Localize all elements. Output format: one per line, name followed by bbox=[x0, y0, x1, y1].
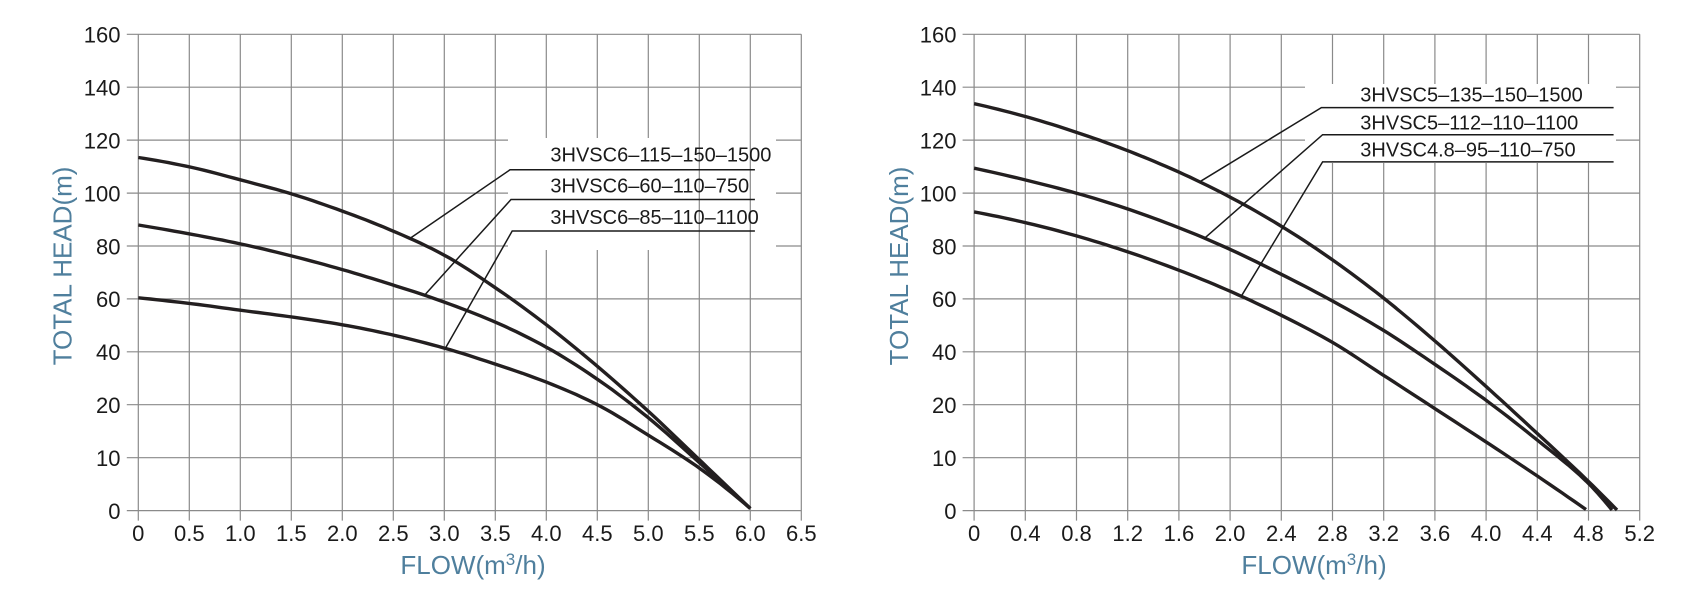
svg-text:3HVSC5–135–150–1500: 3HVSC5–135–150–1500 bbox=[1360, 85, 1582, 107]
svg-text:5.0: 5.0 bbox=[633, 521, 664, 546]
svg-text:10: 10 bbox=[932, 446, 956, 471]
svg-text:4.4: 4.4 bbox=[1522, 521, 1553, 546]
svg-text:2.0: 2.0 bbox=[1215, 521, 1246, 546]
svg-text:3.6: 3.6 bbox=[1420, 521, 1451, 546]
svg-text:0.8: 0.8 bbox=[1061, 521, 1092, 546]
svg-text:2.5: 2.5 bbox=[378, 521, 409, 546]
svg-text:1.0: 1.0 bbox=[225, 521, 256, 546]
svg-text:3HVSC6–60–110–750: 3HVSC6–60–110–750 bbox=[550, 176, 749, 198]
svg-text:40: 40 bbox=[932, 340, 956, 365]
svg-text:5.2: 5.2 bbox=[1624, 521, 1655, 546]
svg-text:120: 120 bbox=[920, 128, 957, 153]
svg-text:20: 20 bbox=[96, 393, 120, 418]
svg-text:1.2: 1.2 bbox=[1112, 521, 1143, 546]
svg-text:TOTAL HEAD(m): TOTAL HEAD(m) bbox=[48, 167, 78, 366]
svg-text:0: 0 bbox=[132, 521, 144, 546]
svg-text:6.5: 6.5 bbox=[786, 521, 817, 546]
svg-text:140: 140 bbox=[920, 76, 957, 101]
svg-text:100: 100 bbox=[920, 181, 957, 206]
svg-text:20: 20 bbox=[932, 393, 956, 418]
svg-text:FLOW(m3/h): FLOW(m3/h) bbox=[1241, 550, 1386, 580]
svg-text:3.2: 3.2 bbox=[1368, 521, 1399, 546]
svg-text:FLOW(m3/h): FLOW(m3/h) bbox=[400, 550, 545, 580]
svg-text:60: 60 bbox=[932, 287, 956, 312]
svg-text:TOTAL HEAD(m): TOTAL HEAD(m) bbox=[884, 167, 914, 366]
svg-text:3HVSC5–112–110–1100: 3HVSC5–112–110–1100 bbox=[1360, 113, 1578, 135]
svg-text:5.5: 5.5 bbox=[684, 521, 715, 546]
svg-text:0: 0 bbox=[968, 521, 980, 546]
svg-text:1.5: 1.5 bbox=[276, 521, 307, 546]
svg-text:3HVSC4.8–95–110–750: 3HVSC4.8–95–110–750 bbox=[1360, 140, 1575, 162]
svg-text:100: 100 bbox=[84, 181, 121, 206]
svg-text:4.0: 4.0 bbox=[1471, 521, 1502, 546]
svg-text:80: 80 bbox=[932, 234, 956, 259]
svg-text:0: 0 bbox=[108, 499, 120, 524]
svg-text:3HVSC6–115–150–1500: 3HVSC6–115–150–1500 bbox=[550, 144, 771, 166]
svg-text:2.8: 2.8 bbox=[1317, 521, 1348, 546]
svg-text:3.0: 3.0 bbox=[429, 521, 460, 546]
svg-text:0: 0 bbox=[944, 499, 956, 524]
svg-text:160: 160 bbox=[84, 23, 121, 48]
svg-text:160: 160 bbox=[920, 23, 957, 48]
svg-text:3.5: 3.5 bbox=[480, 521, 511, 546]
svg-text:0.5: 0.5 bbox=[174, 521, 205, 546]
svg-text:3HVSC6–85–110–1100: 3HVSC6–85–110–1100 bbox=[550, 207, 758, 229]
svg-text:80: 80 bbox=[96, 234, 120, 259]
svg-text:4.8: 4.8 bbox=[1573, 521, 1604, 546]
svg-text:4.0: 4.0 bbox=[531, 521, 562, 546]
svg-text:40: 40 bbox=[96, 340, 120, 365]
svg-text:60: 60 bbox=[96, 287, 120, 312]
svg-text:4.5: 4.5 bbox=[582, 521, 613, 546]
svg-text:120: 120 bbox=[84, 128, 121, 153]
svg-text:2.4: 2.4 bbox=[1266, 521, 1297, 546]
svg-text:140: 140 bbox=[84, 76, 121, 101]
svg-text:2.0: 2.0 bbox=[327, 521, 358, 546]
svg-text:6.0: 6.0 bbox=[735, 521, 766, 546]
svg-text:1.6: 1.6 bbox=[1164, 521, 1195, 546]
svg-text:0.4: 0.4 bbox=[1010, 521, 1041, 546]
svg-text:10: 10 bbox=[96, 446, 120, 471]
